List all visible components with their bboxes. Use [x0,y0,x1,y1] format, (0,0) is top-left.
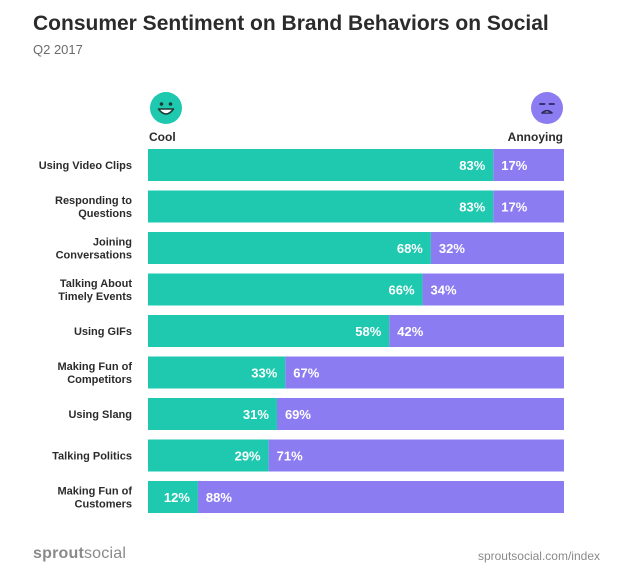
bar-cool [148,315,390,347]
bar-annoying [430,232,564,264]
bar-cool [148,273,423,306]
category-label: Using Video Clips [39,160,132,172]
data-label-cool: 83% [459,158,485,173]
footer-url: sproutsocial.com/index [477,549,600,563]
data-label-cool: 68% [397,241,423,256]
bar-annoying [276,398,564,430]
bar-cool [148,398,277,430]
logo-light-text: social [83,545,127,562]
bar-cool [148,149,494,181]
category-label: Making Fun of Competitors [57,361,132,386]
bar-cool [148,190,494,223]
bar-annoying [197,481,565,513]
sprout-social-logo: sproutsocial [33,545,126,563]
data-label-annoying: 32% [439,241,465,256]
bar-annoying [422,273,564,306]
bar-annoying [493,190,564,223]
category-label: Responding to Questions [55,195,132,220]
data-label-cool: 31% [243,407,269,422]
data-label-annoying: 88% [206,490,232,505]
data-label-annoying: 71% [277,449,303,464]
category-label: Using GIFs [74,326,132,338]
smiley-face-icon [150,92,182,124]
category-label: Talking About Timely Events [58,278,132,303]
bar-annoying [268,439,564,472]
data-label-cool: 83% [459,200,485,215]
data-label-annoying: 67% [293,366,319,381]
bar-annoying [493,149,564,181]
bar-annoying [285,356,564,389]
chart-title: Consumer Sentiment on Brand Behaviors on… [33,12,549,35]
bar-cool [148,232,431,264]
bar-cool [148,481,198,513]
category-label: Joining Conversations [56,237,132,262]
data-label-cool: 12% [164,490,190,505]
data-label-cool: 33% [251,366,277,381]
category-label: Using Slang [68,409,132,421]
category-label: Making Fun of Customers [57,486,132,511]
data-label-annoying: 17% [501,158,527,173]
data-label-annoying: 17% [501,200,527,215]
data-label-annoying: 69% [285,407,311,422]
category-label: Talking Politics [52,451,132,463]
legend-cool-label: Cool [149,130,176,144]
logo-bold-text: sprout [33,545,84,562]
chart-subtitle: Q2 2017 [33,42,83,57]
data-label-cool: 29% [235,449,261,464]
legend-annoying-label: Annoying [507,130,563,144]
data-label-cool: 66% [389,283,415,298]
data-label-cool: 58% [355,324,381,339]
data-label-annoying: 34% [431,283,457,298]
data-label-annoying: 42% [397,324,423,339]
bar-annoying [389,315,564,347]
bar-cool [148,439,269,472]
bar-cool [148,356,286,389]
frown-face-icon [531,92,563,124]
